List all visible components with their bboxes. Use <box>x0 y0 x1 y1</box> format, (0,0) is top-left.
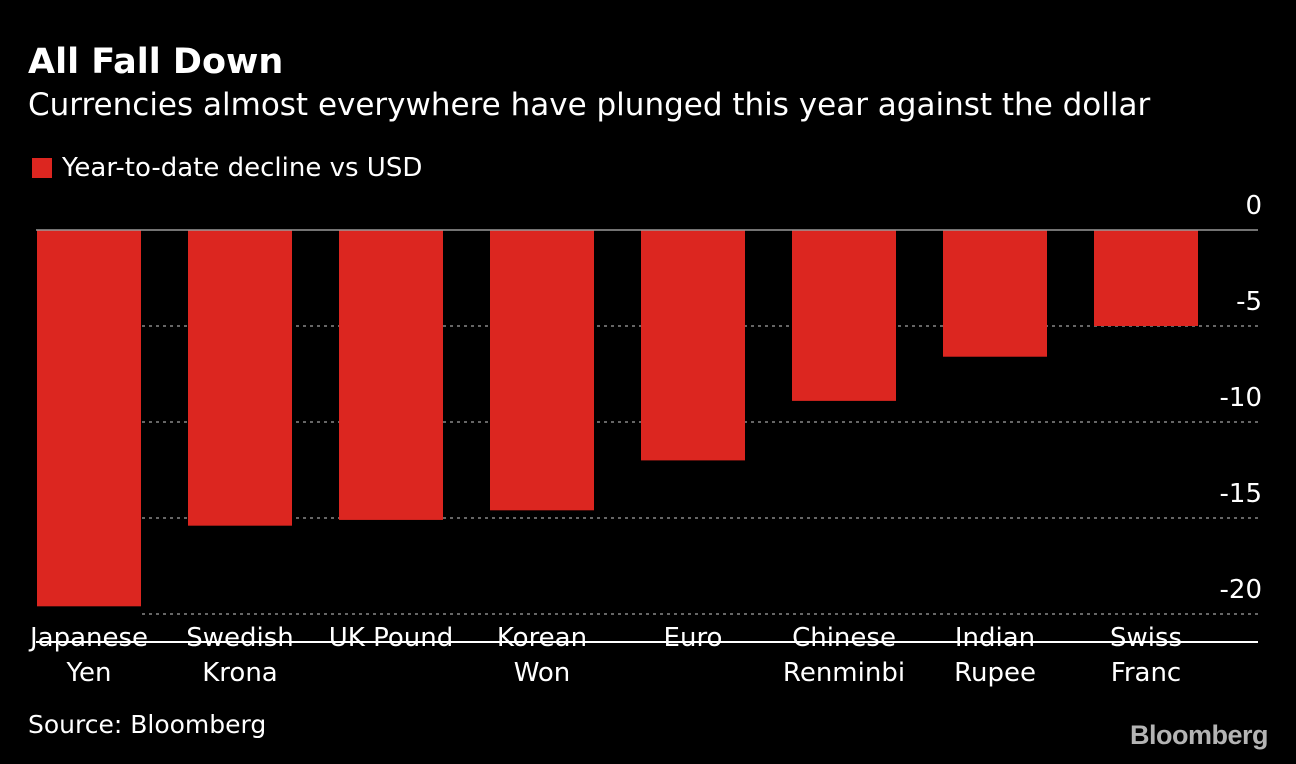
x-tick-label: Franc <box>1111 658 1181 688</box>
x-tick-label: Swedish <box>186 623 294 653</box>
x-tick-label: Swiss <box>1110 623 1182 653</box>
bar-0 <box>37 230 141 607</box>
x-tick-label: Won <box>514 658 571 688</box>
legend: Year-to-date decline vs USD <box>32 150 422 186</box>
x-tick-label: Japanese <box>28 623 148 653</box>
bar-5 <box>792 230 896 401</box>
x-tick-label: Chinese <box>792 623 896 653</box>
bar-3 <box>490 230 594 511</box>
x-tick-label: Renminbi <box>783 658 905 688</box>
chart-title: All Fall Down <box>28 42 284 82</box>
bar-4 <box>641 230 745 461</box>
x-tick-label: Krona <box>202 658 278 688</box>
legend-label: Year-to-date decline vs USD <box>62 153 423 183</box>
legend-swatch <box>32 158 52 178</box>
x-tick-label: UK Pound <box>329 623 453 653</box>
x-tick-label: Rupee <box>954 658 1036 688</box>
x-tick-label: Indian <box>955 623 1035 653</box>
bloomberg-logo: Bloomberg <box>1129 720 1269 750</box>
x-tick-label: Yen <box>66 658 112 688</box>
bar-7 <box>1094 230 1198 326</box>
bar-2 <box>339 230 443 520</box>
y-tick-label: -20 <box>1220 575 1262 605</box>
y-tick-label: -15 <box>1220 479 1262 509</box>
x-tick-label: Euro <box>664 623 723 653</box>
bar-1 <box>188 230 292 526</box>
bar-6 <box>943 230 1047 357</box>
y-tick-label: -5 <box>1236 287 1262 317</box>
y-tick-label: 0 <box>1245 191 1262 221</box>
y-tick-label: -10 <box>1220 383 1262 413</box>
chart-subtitle: Currencies almost everywhere have plunge… <box>28 87 1151 123</box>
source-note: Source: Bloomberg <box>28 710 267 739</box>
x-tick-label: Korean <box>497 623 587 653</box>
